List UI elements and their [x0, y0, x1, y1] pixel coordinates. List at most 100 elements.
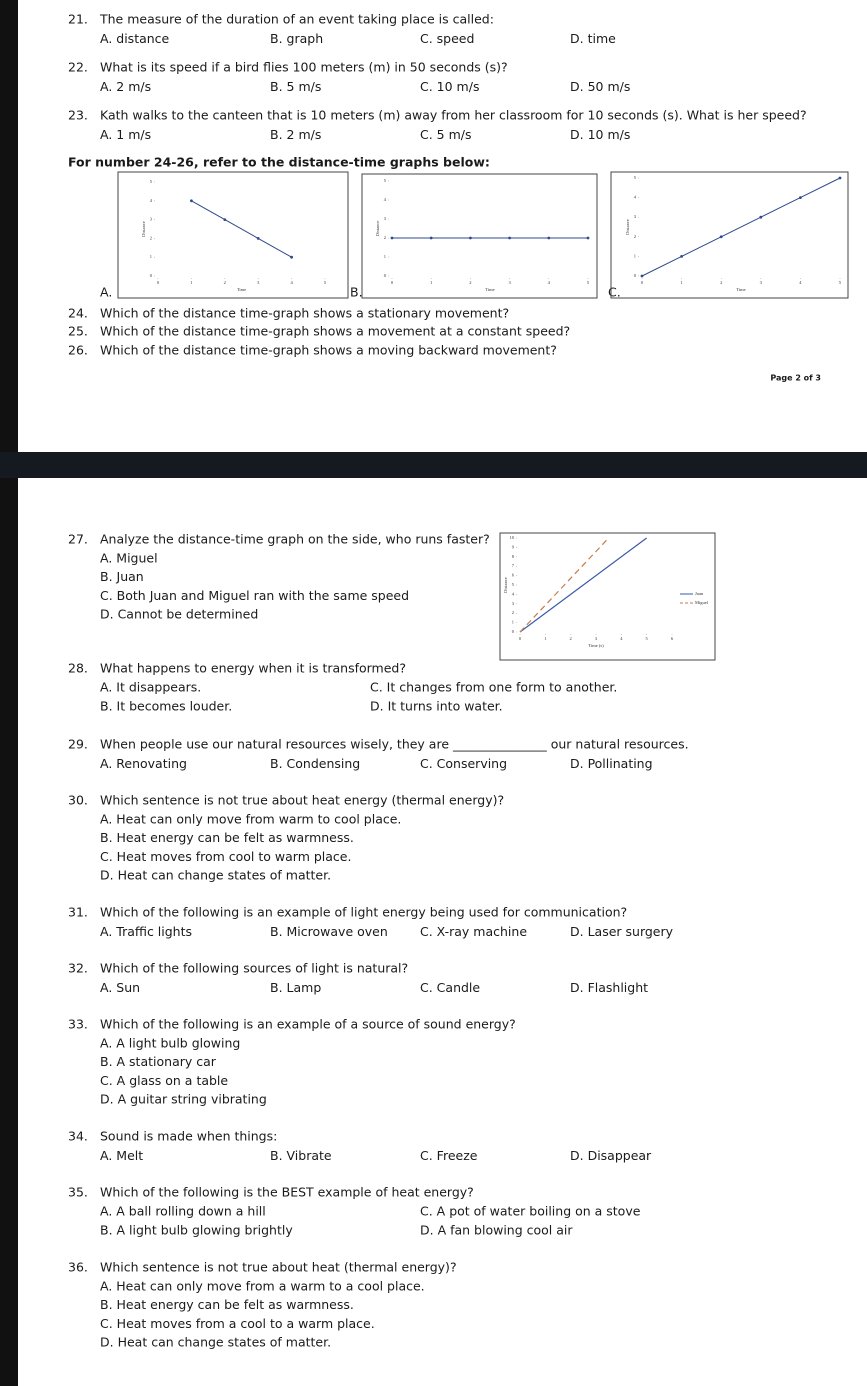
y-tick-label: 5 [634, 175, 637, 180]
question-number: 32. [68, 961, 88, 976]
y-tick-label: 4 [150, 198, 153, 203]
x-tick-label: 0 [157, 280, 160, 285]
question-text: Which of the distance time-graph shows a… [100, 306, 509, 321]
x-tick-label: 4 [548, 280, 551, 285]
answer-option: D. Pollinating [570, 756, 653, 771]
x-tick-label: 1 [190, 280, 192, 285]
question-number: 22. [68, 60, 88, 75]
answer-option: B. 2 m/s [270, 127, 321, 142]
graph-letter: A. [100, 285, 112, 300]
answer-option: A. It disappears. [100, 680, 201, 695]
question-text: Which of the distance time-graph shows a… [100, 343, 557, 358]
question-text: Which sentence is not true about heat en… [100, 793, 504, 808]
x-tick-label: 4 [290, 280, 293, 285]
page-break [0, 452, 867, 478]
answer-option: B. Lamp [270, 980, 321, 995]
question-text: Which of the following is the BEST examp… [100, 1185, 474, 1200]
answer-option: B. Heat energy can be felt as warmness. [100, 830, 354, 845]
answer-option: A. A ball rolling down a hill [100, 1204, 266, 1219]
y-tick-label: 3 [384, 216, 387, 221]
graph-frame [610, 171, 849, 299]
section-heading: For number 24-26, refer to the distance-… [68, 155, 490, 170]
y-tick-label: 9 [512, 544, 515, 549]
y-tick-label: 3 [634, 214, 637, 219]
data-point [508, 236, 511, 240]
question-text: Which of the following is an example of … [100, 905, 627, 920]
answer-option: C. Both Juan and Miguel ran with the sam… [100, 588, 409, 603]
y-tick-label: 1 [150, 254, 152, 259]
question-text: Which of the following sources of light … [100, 961, 408, 976]
data-point [469, 236, 472, 240]
answer-option: D. time [570, 31, 616, 46]
question-number: 30. [68, 793, 88, 808]
left-edge [0, 0, 18, 1386]
answer-option: C. A glass on a table [100, 1073, 228, 1088]
question-number: 29. [68, 737, 88, 752]
y-tick-label: 0 [150, 273, 153, 278]
x-axis-label: Time (s) [588, 643, 604, 648]
graph-letter: C. [608, 285, 621, 300]
answer-option: D. A guitar string vibrating [100, 1092, 267, 1107]
question-text: Analyze the distance-time graph on the s… [100, 532, 490, 547]
x-tick-label: 4 [620, 636, 623, 641]
question-number: 23. [68, 108, 88, 123]
x-tick-label: 2 [720, 280, 722, 285]
answer-option: B. It becomes louder. [100, 699, 232, 714]
y-tick-label: 2 [512, 610, 514, 615]
data-point [799, 196, 802, 200]
answer-option: D. It turns into water. [370, 699, 503, 714]
data-line [641, 177, 841, 277]
answer-option: C. A pot of water boiling on a stove [420, 1204, 641, 1219]
y-tick-label: 1 [634, 253, 636, 258]
x-tick-label: 5 [646, 636, 649, 641]
x-tick-label: 2 [570, 636, 572, 641]
question-text: The measure of the duration of an event … [99, 12, 494, 27]
question-text: What happens to energy when it is transf… [100, 661, 406, 676]
data-point [223, 218, 227, 222]
question-text: Kath walks to the canteen that is 10 met… [100, 108, 807, 123]
data-point [719, 235, 723, 239]
answer-option: B. Juan [100, 569, 144, 584]
data-point [256, 237, 260, 240]
y-axis-label: Distance [141, 221, 146, 237]
graph-frame [361, 173, 598, 299]
question-text: When people use our natural resources wi… [100, 737, 689, 752]
x-tick-label: 1 [430, 280, 432, 285]
y-tick-label: 6 [512, 573, 515, 578]
answer-option: A. Renovating [100, 756, 187, 771]
x-tick-label: 6 [671, 636, 674, 641]
x-tick-label: 5 [587, 280, 590, 285]
answer-option: C. 5 m/s [420, 127, 472, 142]
answer-option: C. Candle [420, 980, 480, 995]
page-label: Page 2 of 3 [770, 374, 821, 383]
answer-option: C. X-ray machine [420, 924, 527, 939]
x-tick-label: 3 [257, 280, 260, 285]
answer-option: A. 2 m/s [100, 79, 151, 94]
answer-option: B. A light bulb glowing brightly [100, 1223, 293, 1238]
answer-option: B. graph [270, 31, 323, 46]
x-axis-label: Time [237, 287, 246, 292]
x-tick-label: 5 [324, 280, 327, 285]
answer-option: C. Heat moves from cool to warm place. [100, 849, 351, 864]
data-point [680, 255, 683, 258]
answer-option: A. Melt [100, 1148, 143, 1163]
answer-option: C. Conserving [420, 756, 507, 771]
data-point [429, 236, 433, 240]
answer-option: A. A light bulb glowing [100, 1035, 240, 1050]
graph-frame [117, 171, 349, 299]
answer-option: B. A stationary car [100, 1054, 217, 1069]
data-line [191, 200, 292, 258]
data-point [190, 199, 193, 203]
x-tick-label: 0 [641, 280, 644, 285]
y-tick-label: 5 [150, 179, 153, 184]
question-text: Sound is made when things: [100, 1129, 277, 1144]
answer-option: B. 5 m/s [270, 79, 321, 94]
graph-letter: B. [350, 285, 363, 300]
y-tick-label: 7 [512, 563, 515, 568]
y-tick-label: 2 [634, 234, 636, 239]
y-tick-label: 5 [512, 582, 515, 587]
x-tick-label: 3 [595, 636, 598, 641]
answer-option: A. Sun [100, 980, 140, 995]
y-tick-label: 4 [634, 195, 637, 200]
question-number: 31. [68, 905, 88, 920]
